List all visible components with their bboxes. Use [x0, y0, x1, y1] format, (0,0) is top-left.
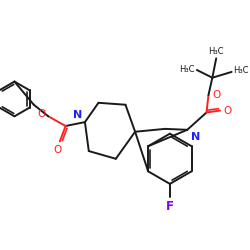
Text: O: O: [54, 145, 62, 155]
Text: H₃C: H₃C: [208, 48, 224, 56]
Text: O: O: [212, 90, 220, 100]
Text: F: F: [166, 200, 174, 213]
Text: N: N: [73, 110, 82, 120]
Text: N: N: [191, 132, 200, 142]
Text: O: O: [223, 106, 231, 116]
Text: H₃C: H₃C: [234, 66, 249, 76]
Text: O: O: [37, 110, 45, 120]
Text: H₃C: H₃C: [180, 64, 195, 74]
